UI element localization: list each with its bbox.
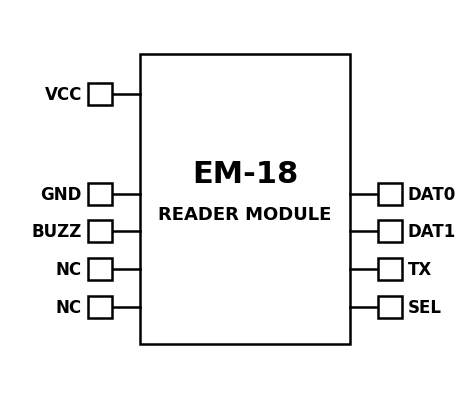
Text: VCC: VCC xyxy=(45,86,82,104)
Text: NC: NC xyxy=(56,260,82,278)
Text: NC: NC xyxy=(56,298,82,316)
Text: DAT0: DAT0 xyxy=(408,185,456,203)
Bar xyxy=(378,220,402,243)
Text: READER MODULE: READER MODULE xyxy=(158,205,332,224)
Bar xyxy=(378,296,402,318)
Text: DAT1: DAT1 xyxy=(408,222,456,241)
Text: TX: TX xyxy=(408,260,432,278)
Text: SEL: SEL xyxy=(408,298,442,316)
Bar xyxy=(88,258,112,280)
Bar xyxy=(88,84,112,106)
Bar xyxy=(88,183,112,205)
Bar xyxy=(378,183,402,205)
Text: EM-18: EM-18 xyxy=(192,160,298,189)
Bar xyxy=(88,296,112,318)
Bar xyxy=(88,220,112,243)
Bar xyxy=(140,55,350,344)
Text: BUZZ: BUZZ xyxy=(32,222,82,241)
Bar xyxy=(378,258,402,280)
Text: GND: GND xyxy=(41,185,82,203)
